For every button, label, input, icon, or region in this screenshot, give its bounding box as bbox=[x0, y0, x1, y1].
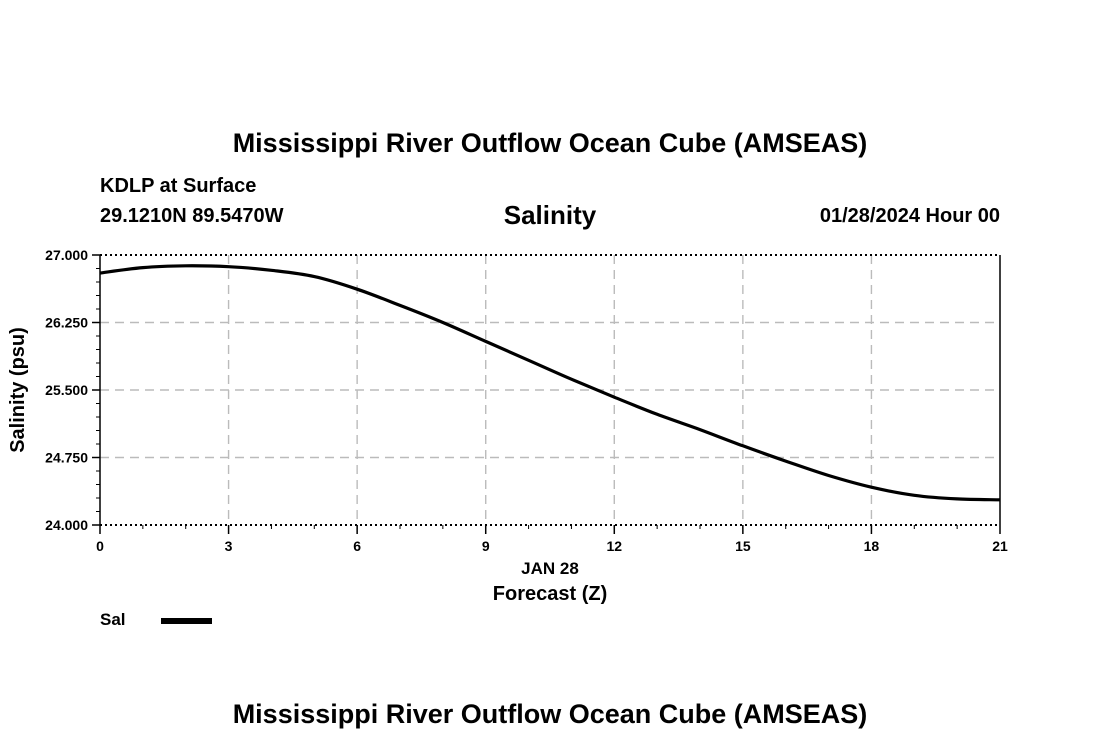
x-tick-label: 21 bbox=[992, 538, 1008, 554]
y-tick-label: 26.250 bbox=[45, 315, 88, 331]
x-tick-label: 9 bbox=[482, 538, 490, 554]
coordinates-label: 29.1210N 89.5470W bbox=[100, 205, 284, 227]
x-tick-label: 15 bbox=[735, 538, 751, 554]
x-axis-date-label: JAN 28 bbox=[521, 559, 579, 578]
forecast-date-label: 01/28/2024 Hour 00 bbox=[819, 205, 1000, 227]
y-axis-label: Salinity (psu) bbox=[7, 327, 29, 453]
y-tick-label: 24.750 bbox=[45, 450, 88, 466]
y-tick-label: 25.500 bbox=[45, 382, 88, 398]
x-tick-label: 6 bbox=[353, 538, 361, 554]
x-tick-label: 3 bbox=[225, 538, 233, 554]
y-tick-label: 27.000 bbox=[45, 247, 88, 263]
x-tick-label: 0 bbox=[96, 538, 104, 554]
legend-label: Sal bbox=[100, 610, 126, 629]
x-tick-label: 12 bbox=[606, 538, 622, 554]
x-tick-label: 18 bbox=[864, 538, 880, 554]
parameter-label: Salinity bbox=[503, 200, 597, 230]
series-line-sal bbox=[99, 264, 1001, 502]
station-label: KDLP at Surface bbox=[100, 175, 257, 197]
chart-title: Mississippi River Outflow Ocean Cube (AM… bbox=[232, 128, 868, 158]
x-axis-label: Forecast (Z) bbox=[493, 583, 607, 605]
footer-title: Mississippi River Outflow Ocean Cube (AM… bbox=[232, 699, 868, 729]
y-tick-label: 24.000 bbox=[45, 517, 88, 533]
